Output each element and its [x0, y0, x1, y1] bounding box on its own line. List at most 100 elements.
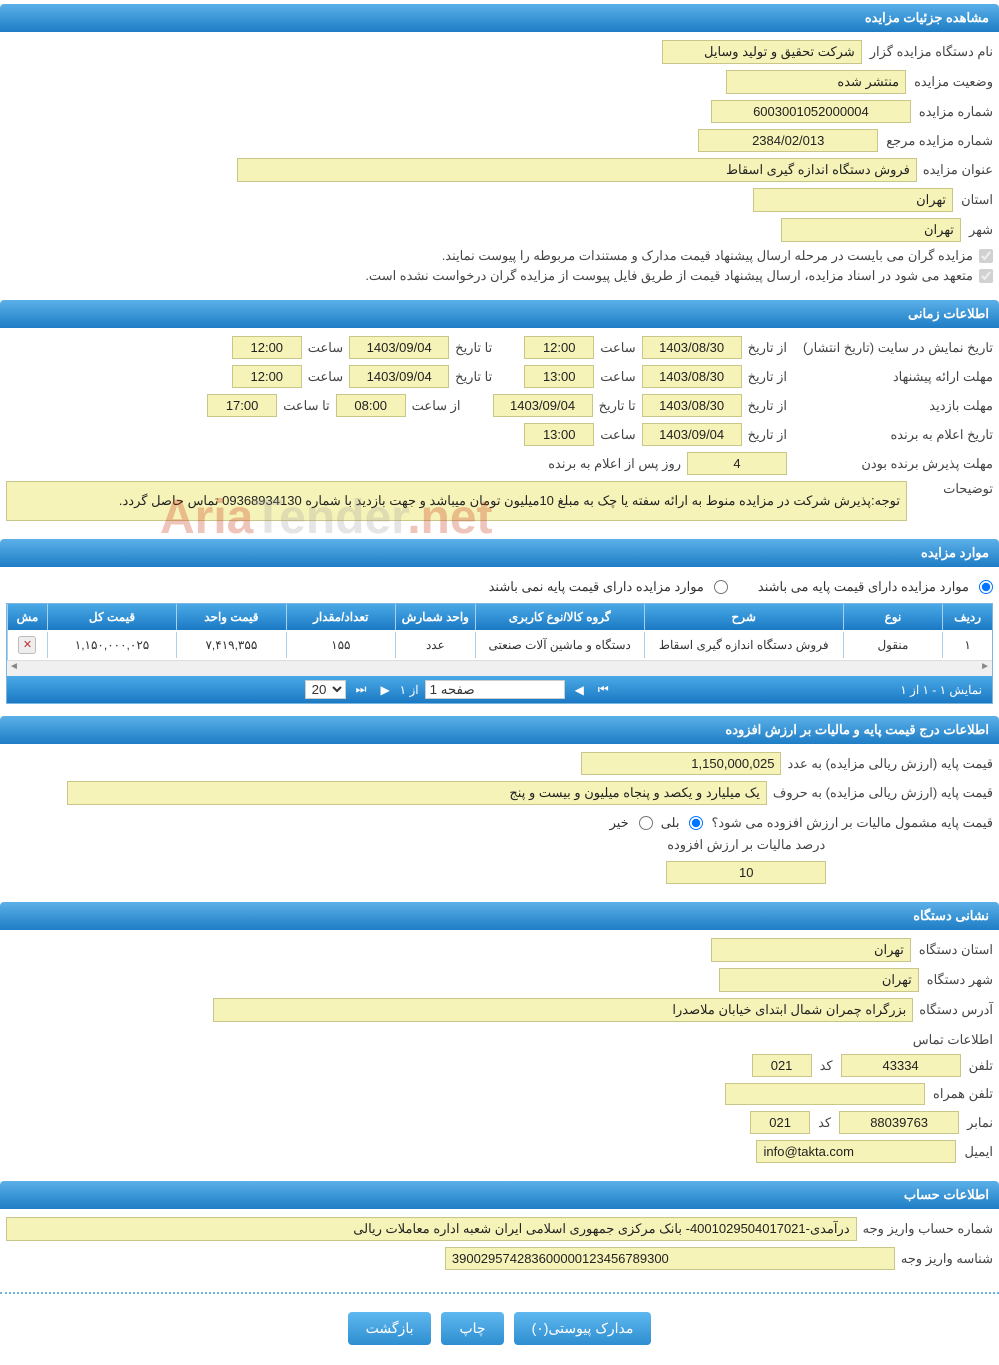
org-value: شرکت تحقیق و تولید وسایل [662, 40, 862, 64]
to-label: تا تاریخ [455, 340, 492, 356]
status-value: منتشر شده [726, 70, 906, 94]
radio-no-base[interactable]: موارد مزایده دارای قیمت پایه نمی باشند [489, 579, 728, 595]
status-label: وضعیت مزایده [914, 74, 993, 90]
title-label: عنوان مزایده [923, 162, 993, 178]
radio-has-base-input[interactable] [979, 580, 993, 594]
city-value: تهران [781, 218, 961, 242]
pager-first-icon[interactable]: ⏮ [594, 682, 613, 697]
vat-pct-label: درصد مالیات بر ارزش افزوده [667, 837, 825, 853]
pager-prev-icon[interactable]: ◀ [571, 683, 588, 697]
phone-code-value: 021 [752, 1054, 812, 1077]
display-to-date: 1403/09/04 [349, 336, 449, 359]
accept-label: مهلت پذیرش برنده بودن [793, 456, 993, 472]
vat-no-input[interactable] [639, 816, 653, 830]
dev-addr-label: آدرس دستگاه [919, 1002, 993, 1018]
back-button[interactable]: بازگشت [348, 1312, 432, 1345]
section-details: نام دستگاه مزایده گزار شرکت تحقیق و تولی… [0, 32, 999, 296]
city-label: شهر [969, 222, 993, 238]
vat-yes[interactable]: بلی [661, 815, 704, 831]
section-header-items: موارد مزایده [0, 539, 999, 567]
dev-city-value: تهران [719, 968, 919, 992]
col-unit: واحد شمارش [395, 604, 475, 630]
hour-label: ساعت [600, 340, 635, 356]
auction-no-label: شماره مزایده [919, 104, 993, 120]
print-button[interactable]: چاپ [441, 1312, 503, 1345]
table-row: ۱ منقول فروش دستگاه اندازه گیری اسقاط دس… [7, 630, 992, 660]
dev-province-value: تهران [711, 938, 911, 962]
base-num-value: 1,150,000,025 [581, 752, 781, 775]
base-num-label: قیمت پایه (ارزش ریالی مزایده) به عدد [787, 756, 993, 772]
col-row: ردیف [942, 604, 992, 630]
accept-after-label: روز پس از اعلام به برنده [548, 456, 681, 472]
section-header-account: اطلاعات حساب [0, 1181, 999, 1209]
display-to-time: 12:00 [232, 336, 302, 359]
section-header-price: اطلاعات درج قیمت پایه و مالیات بر ارزش ا… [0, 716, 999, 744]
visit-from-time: 08:00 [336, 394, 406, 417]
pager-of: از ۱ [400, 683, 419, 697]
ref-no-value: 2384/02/013 [698, 129, 878, 152]
accept-days: 4 [687, 452, 787, 475]
docs-required-checkbox [979, 249, 993, 263]
attachments-button[interactable]: مدارک پیوستی(۰) [514, 1312, 652, 1345]
col-group: گروه کالا/نوع کاربری [475, 604, 644, 630]
section-address: استان دستگاه تهران شهر دستگاه تهران آدرس… [0, 930, 999, 1177]
col-qty: تعداد/مقدار [286, 604, 395, 630]
section-header-address: نشانی دستگاه [0, 902, 999, 930]
auction-no-value: 6003001052000004 [711, 100, 911, 123]
visit-from-date: 1403/08/30 [642, 394, 742, 417]
from-hour-label: از ساعت [412, 398, 461, 414]
col-type: نوع [843, 604, 943, 630]
winner-label: تاریخ اعلام به برنده [793, 427, 993, 443]
pager-display: نمایش ۱ - ۱ از ۱ [900, 683, 982, 697]
section-account: شماره حساب واریز وجه درآمدی-400102950401… [0, 1209, 999, 1284]
mobile-value [725, 1083, 925, 1105]
fax-code-label: کد [818, 1115, 831, 1131]
items-grid: ردیف نوع شرح گروه کالا/نوع کاربری واحد ش… [6, 603, 993, 704]
docs-required-label: مزایده گران می بایست در مرحله ارسال پیشن… [442, 248, 973, 264]
phone-value: 43334 [841, 1054, 961, 1077]
org-label: نام دستگاه مزایده گزار [870, 44, 993, 60]
col-del: مش [7, 604, 47, 630]
section-time: تاریخ نمایش در سایت (تاریخ انتشار) از تا… [0, 328, 999, 535]
section-header-time: اطلاعات زمانی [0, 300, 999, 328]
pager-last-icon[interactable]: ⏭ [352, 682, 371, 697]
email-label: ایمیل [964, 1144, 993, 1160]
acc-label: شماره حساب واریز وجه [863, 1221, 993, 1237]
footer-separator [0, 1292, 999, 1294]
phone-label: تلفن [969, 1058, 993, 1074]
fax-code-value: 021 [750, 1111, 810, 1134]
cell-idx: ۱ [942, 632, 992, 658]
section-items: موارد مزایده دارای قیمت پایه می باشند مو… [0, 567, 999, 712]
dev-city-label: شهر دستگاه [927, 972, 993, 988]
vat-pct-value: 10 [666, 861, 826, 884]
pager-next-icon[interactable]: ▶ [376, 683, 393, 697]
cell-tprice: ۱,۱۵۰,۰۰۰,۰۲۵ [47, 632, 176, 658]
display-label: تاریخ نمایش در سایت (تاریخ انتشار) [793, 340, 993, 356]
cell-type: منقول [843, 632, 943, 658]
pager-size-select[interactable]: 20 [305, 680, 346, 699]
contact-info-label: اطلاعات تماس [6, 1032, 993, 1048]
notes-value: توجه:پذیرش شرکت در مزایده منوط به ارائه … [6, 481, 907, 521]
radio-no-base-input[interactable] [714, 580, 728, 594]
commit-label: متعهد می شود در اسناد مزایده، ارسال پیشن… [365, 268, 973, 284]
display-from-time: 12:00 [524, 336, 594, 359]
cell-del[interactable]: ✕ [7, 630, 47, 660]
base-word-label: قیمت پایه (ارزش ریالی مزایده) به حروف [773, 785, 993, 801]
cell-group: دستگاه و ماشین آلات صنعتی [475, 632, 644, 658]
base-word-value: یک میلیارد و یکصد و پنجاه میلیون و بیست … [67, 781, 767, 805]
vat-no[interactable]: خیر [610, 815, 653, 831]
col-tprice: قیمت کل [47, 604, 176, 630]
horizontal-scrollbar[interactable] [7, 660, 992, 676]
proposal-label: مهلت ارائه پیشنهاد [793, 369, 993, 385]
vat-yes-input[interactable] [689, 816, 703, 830]
proposal-to-date: 1403/09/04 [349, 365, 449, 388]
section-header-details: مشاهده جزئیات مزایده [0, 4, 999, 32]
pager-page-input[interactable] [425, 680, 565, 699]
from-label: از تاریخ [748, 340, 787, 356]
winner-time: 13:00 [524, 423, 594, 446]
ref-no-label: شماره مزایده مرجع [886, 133, 993, 149]
payid-value: 390029574283600000123456789300 [445, 1247, 895, 1270]
radio-has-base[interactable]: موارد مزایده دارای قیمت پایه می باشند [758, 579, 993, 595]
province-label: استان [961, 192, 993, 208]
delete-icon[interactable]: ✕ [18, 636, 36, 654]
